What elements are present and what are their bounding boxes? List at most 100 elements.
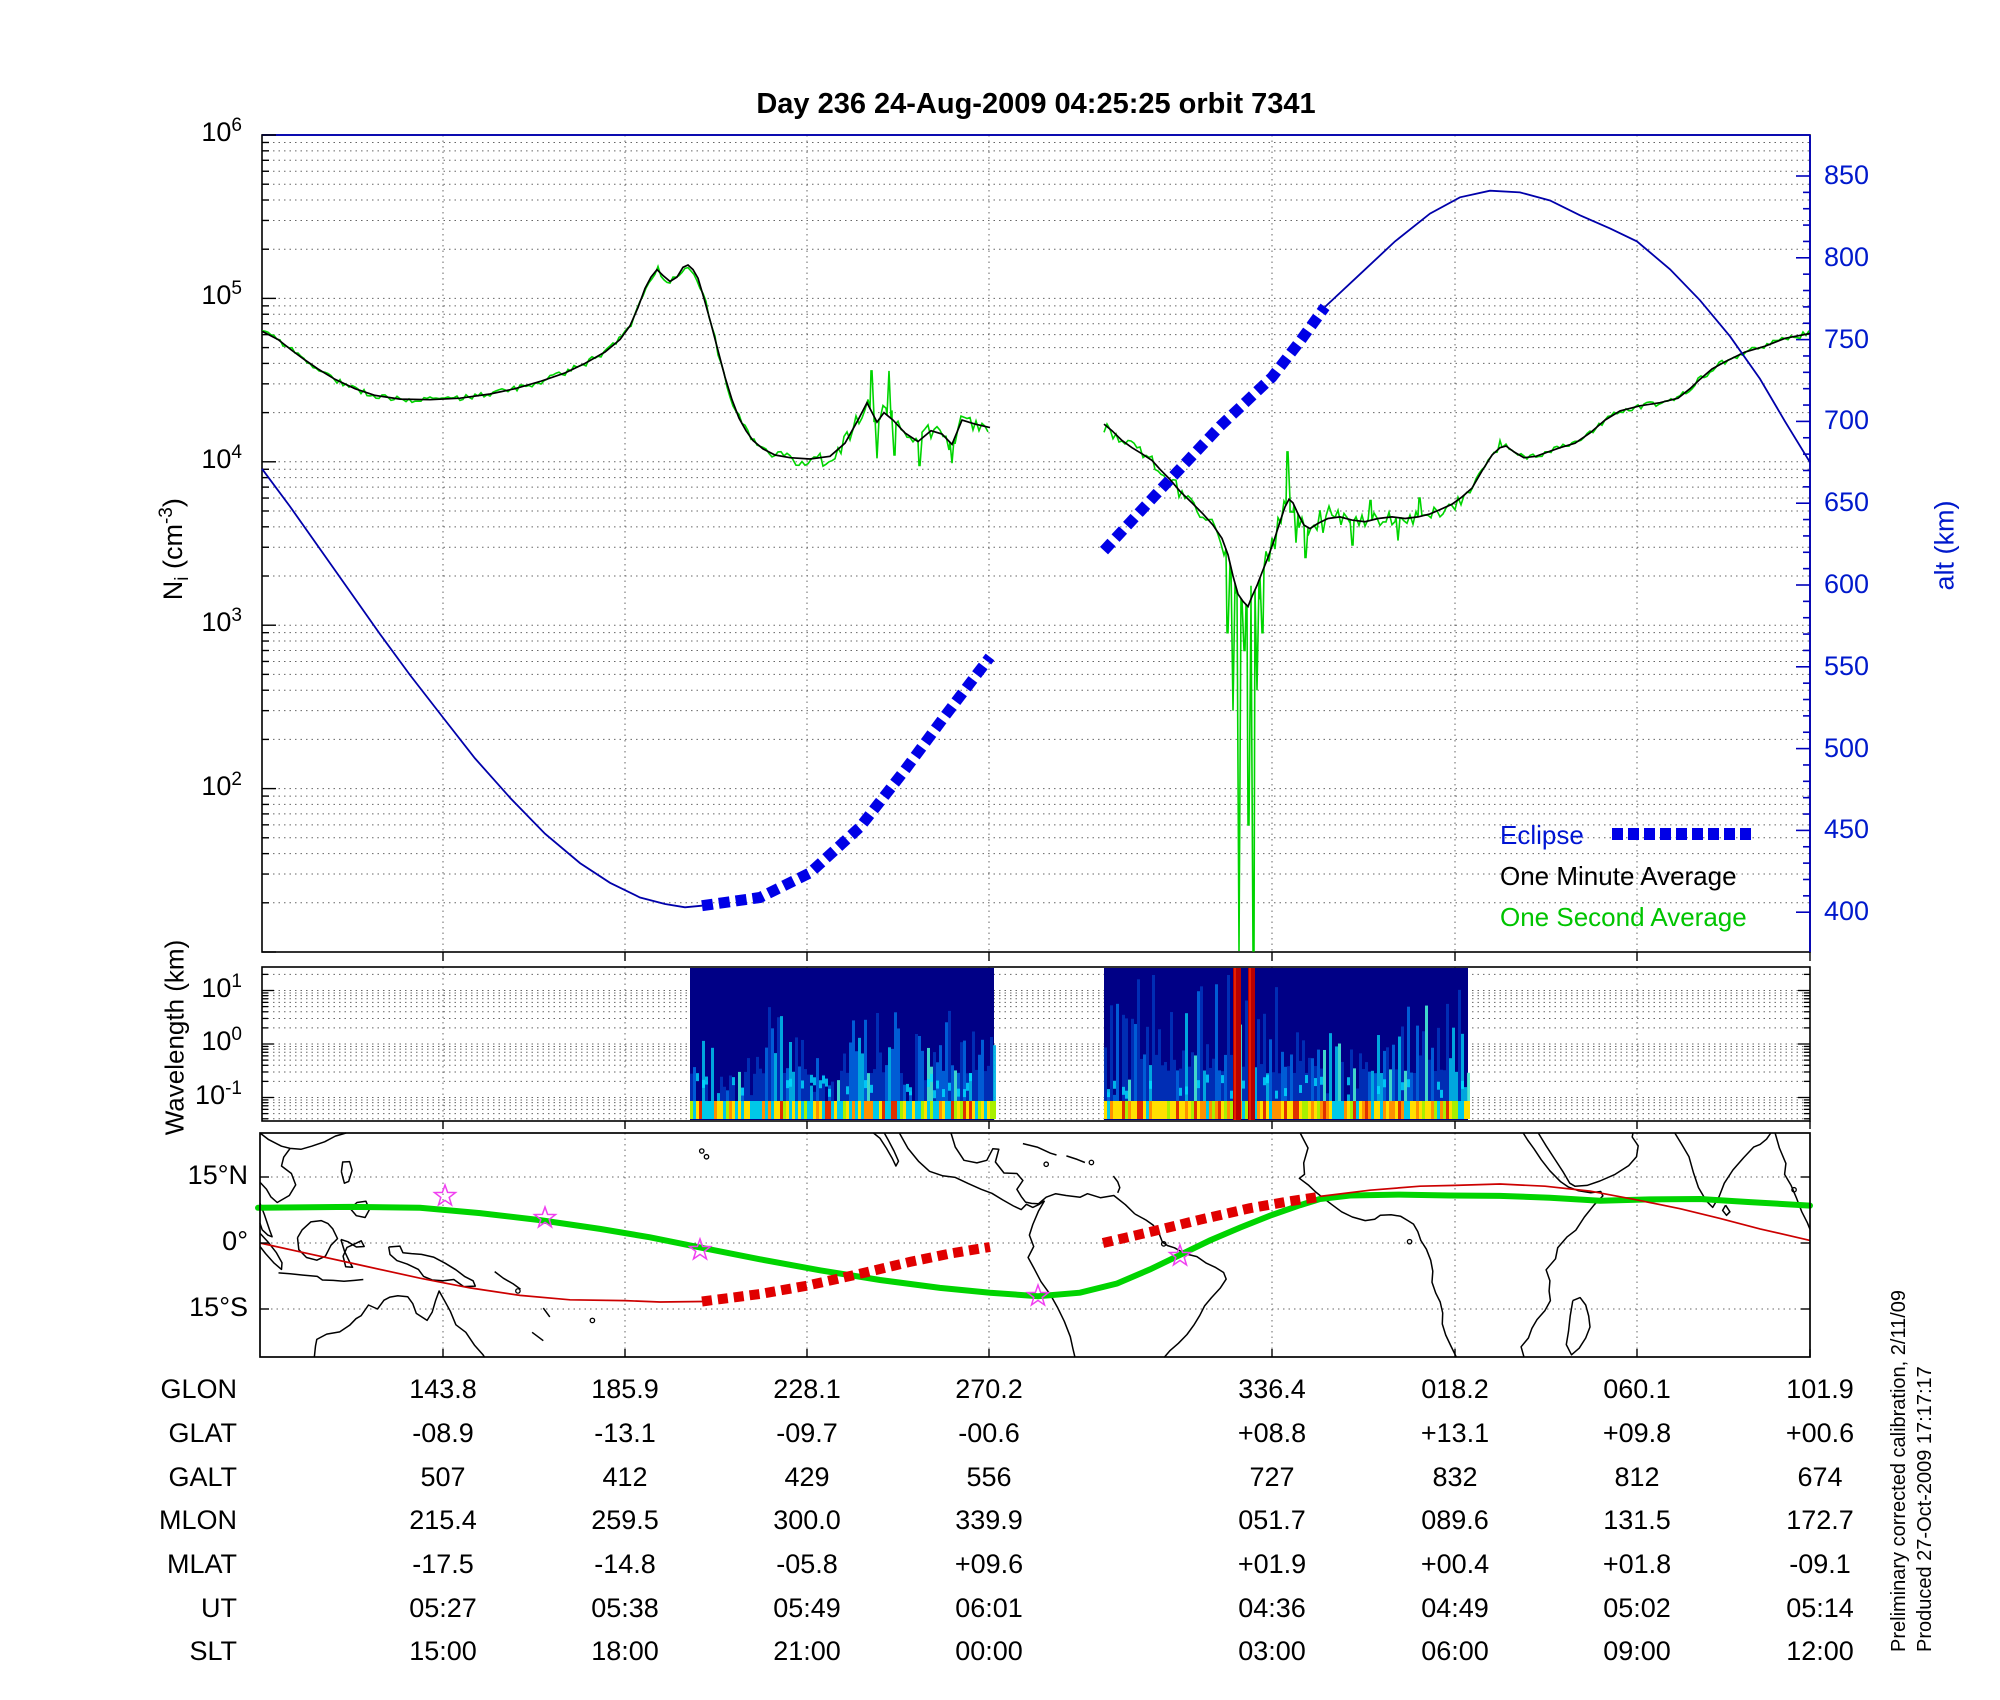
spectro-streak [1461,1033,1464,1101]
spectro-bottom-cell [759,1101,762,1119]
ground-station-star [1167,1242,1193,1267]
spectro-bottom-cell [1302,1101,1305,1119]
spectro-streak [948,1010,951,1101]
spectro-fleck [1122,1086,1125,1095]
spectro-streak [1320,1068,1323,1101]
spectro-streak [852,1020,855,1101]
spectro-streak [993,1045,996,1101]
spectro-bottom-cell [801,1101,804,1119]
table-cell: 185.9 [591,1374,659,1404]
spectro-bottom-cell [888,1101,891,1119]
spectro-bottom-cell [741,1101,744,1119]
wavelength-tick-label: 100 [201,1024,242,1056]
coastline [1066,1155,1086,1164]
table-cell: 556 [966,1462,1012,1492]
coastline [950,1132,1136,1215]
alt-tick-label: 650 [1824,487,1870,518]
table-cell: 336.4 [1238,1374,1306,1404]
alt-tick-label: 600 [1824,569,1870,599]
spectro-bottom-cell [984,1101,987,1119]
spectro-bottom-cell [798,1101,801,1119]
spectro-streak [843,1053,846,1101]
island-dot [1088,1159,1095,1166]
spectro-streak [795,1037,798,1101]
spectro-bottom-cell [855,1101,858,1119]
coastline [1134,1213,1227,1358]
spectro-bottom-cell [1320,1101,1323,1119]
spectro-streak [978,1054,981,1101]
spectro-bottom-cell [1179,1101,1182,1119]
table-cell: 812 [1614,1462,1660,1492]
spectro-streak [1341,1061,1344,1101]
spectro-bottom-cell [933,1101,936,1119]
spectro-bottom-cell [924,1101,927,1119]
spectro-bottom-cell [1206,1101,1209,1119]
table-row-label: UT [201,1593,237,1623]
spectro-fleck [963,1089,966,1098]
spectro-streak [1422,1031,1425,1101]
spectro-fleck [1107,1089,1110,1098]
alt-tick-label: 400 [1824,896,1870,927]
spectro-bottom-cell [903,1101,906,1119]
table-cell: -05.8 [776,1549,838,1579]
alt-tick-label: 450 [1824,814,1870,845]
table-cell: 018.2 [1421,1374,1489,1404]
spectro-bottom-cell [1329,1101,1332,1119]
spectro-streak [711,1047,714,1101]
spectro-streak [1308,1057,1311,1101]
spectro-streak [1275,987,1278,1101]
table-cell: 300.0 [773,1505,841,1535]
spectro-bottom-cell [705,1101,708,1119]
coastline [340,1160,353,1184]
spectro-streak [1410,1072,1413,1101]
spectro-streak [753,1073,756,1101]
spectro-streak [1434,1071,1437,1101]
legend-eclipse-dash [1740,828,1751,840]
spectro-bottom-cell [993,1101,996,1119]
spectro-fleck [969,1073,972,1082]
spectro-streak [957,1072,960,1101]
one-minute-average-curve-right [1103,332,1811,609]
spectro-bottom-cell [864,1101,867,1119]
spectro-fleck [813,1077,816,1086]
spectro-streak [1128,1079,1131,1101]
spectro-streak [810,1085,813,1101]
spectro-bottom-cell [837,1101,840,1119]
spectro-streak [1125,1018,1128,1101]
spectro-fleck [1179,1087,1182,1096]
spectro-streak [1155,1054,1158,1101]
spectro-bottom-cell [1275,1101,1278,1119]
coastline [1774,1132,1811,1230]
spectro-bottom-cell [939,1101,942,1119]
table-row-label: GALT [168,1462,237,1492]
alt-tick-label: 800 [1824,241,1870,272]
spectro-bottom-cell [1134,1101,1137,1119]
spectro-bottom-cell [1350,1101,1353,1119]
table-cell: 089.6 [1421,1505,1489,1535]
spectro-streak [945,1022,948,1101]
spectro-fleck [1125,1090,1128,1099]
spectro-streak [1134,1024,1137,1101]
ni-tick-label: 106 [201,115,242,147]
spectro-streak [783,1072,786,1101]
alt-tick-label: 700 [1824,405,1870,436]
spectro-bottom-cell [1446,1101,1449,1119]
spectro-bottom-cell [690,1101,693,1119]
spectro-fleck [828,1088,831,1097]
table-cell: 228.1 [773,1374,841,1404]
altitude-eclipse-dashed [1099,303,1330,555]
spectro-bottom-cell [867,1101,870,1119]
spectro-bottom-cell [1458,1101,1461,1119]
spectro-bottom-cell [915,1101,918,1119]
spectro-streak [1188,1066,1191,1101]
spectro-streak [1323,1049,1326,1101]
table-cell: -17.5 [412,1549,474,1579]
spectro-bottom-cell [1254,1101,1257,1119]
spectro-streak [1350,1049,1353,1101]
spectro-streak [1263,1013,1266,1101]
spectro-bottom-cell [1410,1101,1413,1119]
spectro-bottom-cell [768,1101,771,1119]
island-dot [1043,1161,1050,1168]
spectro-fleck [864,1080,867,1089]
table-cell: 00:00 [955,1636,1023,1666]
